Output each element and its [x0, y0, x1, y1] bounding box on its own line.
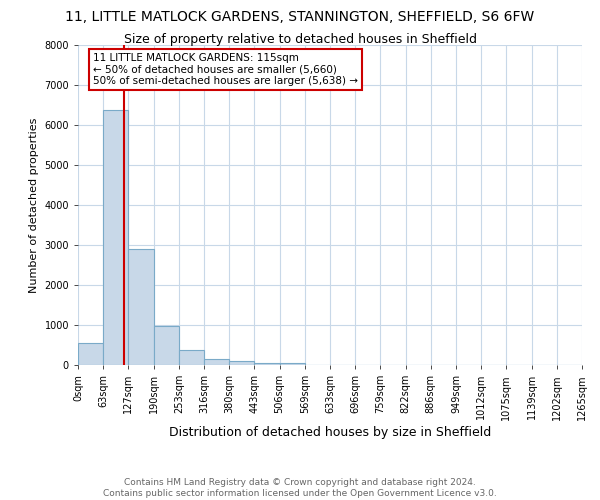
Bar [179, 350, 204, 365]
Bar [254, 362, 280, 365]
Bar [154, 326, 179, 365]
Text: Contains HM Land Registry data © Crown copyright and database right 2024.
Contai: Contains HM Land Registry data © Crown c… [103, 478, 497, 498]
X-axis label: Distribution of detached houses by size in Sheffield: Distribution of detached houses by size … [169, 426, 491, 440]
Bar [103, 110, 128, 365]
Text: Size of property relative to detached houses in Sheffield: Size of property relative to detached ho… [124, 32, 476, 46]
Text: 11, LITTLE MATLOCK GARDENS, STANNINGTON, SHEFFIELD, S6 6FW: 11, LITTLE MATLOCK GARDENS, STANNINGTON,… [65, 10, 535, 24]
Bar [280, 364, 305, 365]
Bar [229, 360, 254, 365]
Text: 11 LITTLE MATLOCK GARDENS: 115sqm
← 50% of detached houses are smaller (5,660)
5: 11 LITTLE MATLOCK GARDENS: 115sqm ← 50% … [93, 53, 358, 86]
Bar [204, 358, 229, 365]
Y-axis label: Number of detached properties: Number of detached properties [29, 118, 39, 292]
Bar [78, 342, 103, 365]
Bar [128, 249, 154, 365]
